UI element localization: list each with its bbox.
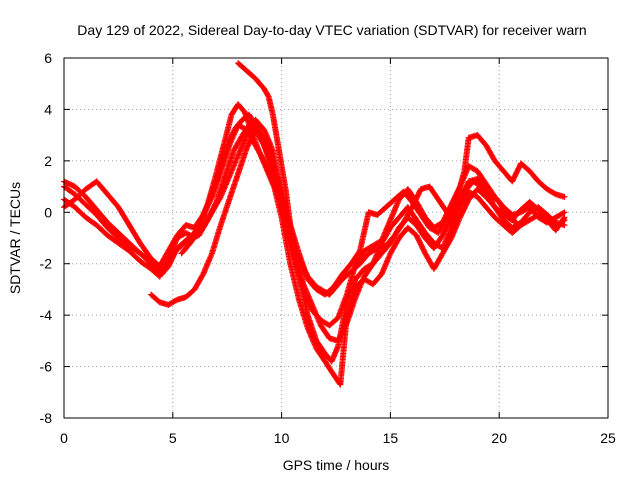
x-axis-title: GPS time / hours: [283, 457, 390, 473]
point-day-5-166: [260, 141, 267, 148]
point-day-3-723: [560, 215, 567, 222]
point-day-7-222: [291, 250, 298, 257]
plot-frame: [63, 57, 609, 419]
point-day-5-499: [513, 219, 520, 226]
series-day-6: [235, 60, 568, 298]
y-tick-label-2: -4: [40, 307, 53, 323]
point-day-7-177: [273, 187, 280, 194]
point-day-4-646: [561, 209, 568, 216]
point-day-4-149: [212, 200, 219, 207]
grid-lines: [64, 58, 608, 418]
x-tick-label-1: 5: [169, 430, 177, 446]
axis-ticks: [63, 57, 609, 419]
series-day-7: [178, 101, 298, 257]
point-day-6-461: [561, 193, 568, 200]
y-tick-label-0: -8: [40, 410, 53, 426]
chart-title: Day 129 of 2022, Sidereal Day-to-day VTE…: [77, 22, 586, 38]
x-tick-label-0: 0: [60, 430, 68, 446]
tick-labels: 0 5 10 15 20 25 -8 -6 -4 -2 0 2 4 6: [40, 50, 616, 446]
point-day-5-498: [512, 218, 519, 225]
y-tick-label-1: -6: [40, 359, 53, 375]
data-points: [61, 60, 568, 388]
point-day-4-645: [560, 210, 567, 217]
point-day-3-599: [447, 236, 454, 243]
x-tick-label-5: 25: [600, 430, 616, 446]
y-tick-label-7: 6: [44, 50, 52, 66]
y-tick-label-6: 4: [44, 101, 52, 117]
point-day-1-667: [561, 222, 568, 229]
y-tick-label-3: -2: [40, 256, 53, 272]
y-tick-label-4: 0: [44, 204, 52, 220]
x-tick-label-2: 10: [274, 430, 290, 446]
y-axis-title: SDTVAR / TECUs: [7, 182, 23, 294]
point-day-6-30: [264, 92, 271, 99]
x-tick-label-3: 15: [383, 430, 399, 446]
point-day-3-724: [561, 214, 568, 221]
point-day-5-48: [199, 272, 206, 279]
y-tick-label-5: 2: [44, 153, 52, 169]
x-tick-label-4: 20: [491, 430, 507, 446]
